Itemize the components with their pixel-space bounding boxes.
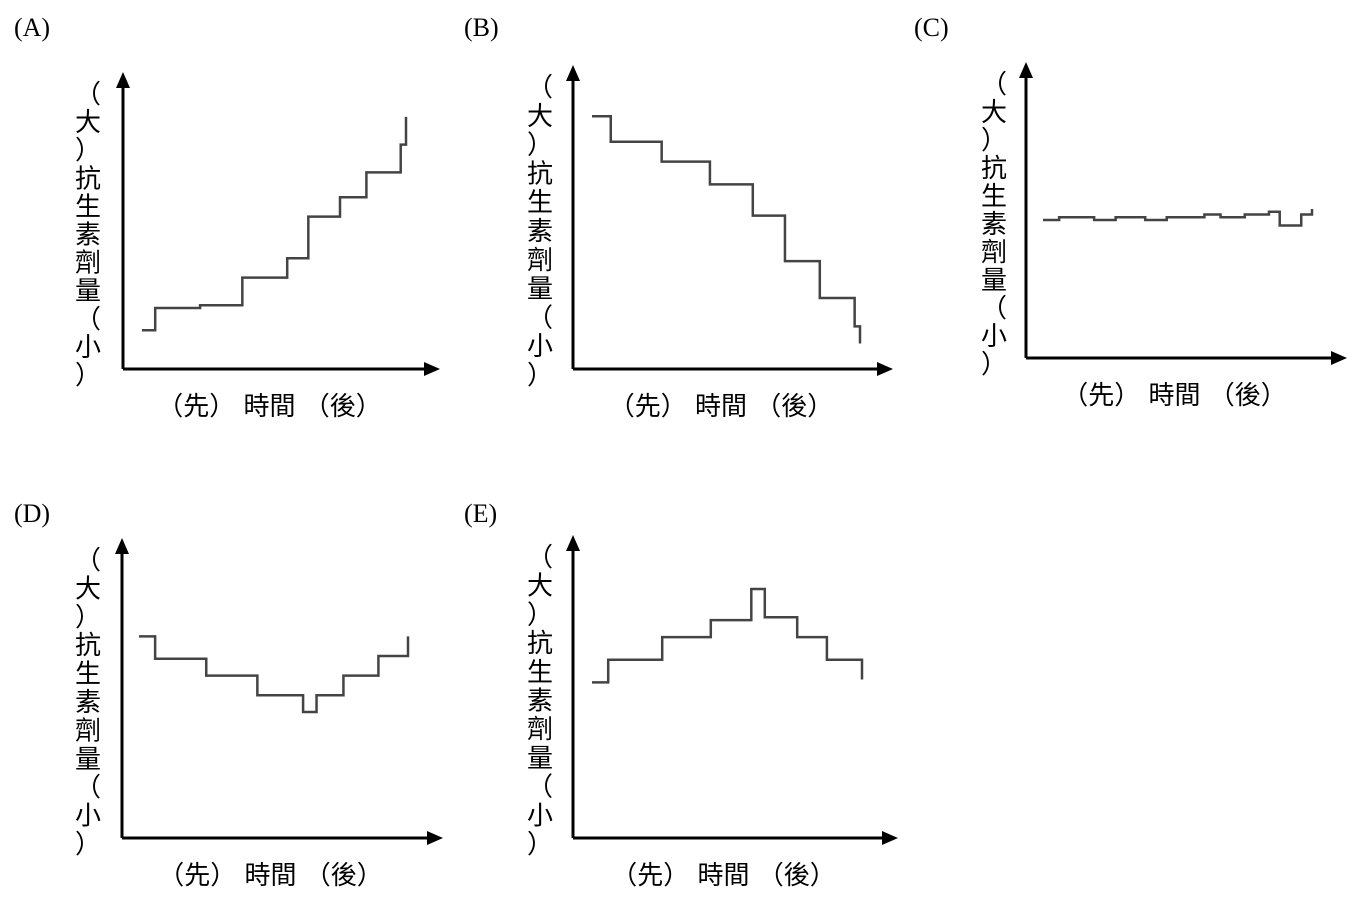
- series-line: [592, 114, 862, 344]
- y-axis-label-char: 大: [527, 572, 553, 602]
- y-axis-label-char: 素: [981, 210, 1007, 240]
- y-axis-label-char: 素: [527, 687, 553, 717]
- y-axis-label-char: （: [527, 773, 553, 803]
- y-axis-arrow-icon: [566, 535, 580, 551]
- series-line: [592, 587, 864, 684]
- y-axis-label-char: 劑: [75, 716, 101, 746]
- y-axis-label-char: 抗: [527, 629, 553, 659]
- y-axis-label-char: ）: [75, 830, 101, 860]
- y-axis-label-char: 量: [75, 745, 101, 775]
- y-axis-label-char: 劑: [527, 715, 553, 745]
- x-axis-arrow-icon: [424, 362, 440, 376]
- x-axis-arrow-icon: [1331, 351, 1347, 365]
- y-axis-label-char: 小: [75, 333, 101, 363]
- y-axis-label-char: 素: [527, 217, 553, 247]
- y-axis-label-char: ）: [75, 361, 101, 391]
- y-axis-label-char: 抗: [75, 164, 101, 194]
- y-axis-label-char: 抗: [527, 159, 553, 189]
- y-axis-label-char: ）: [527, 361, 553, 391]
- y-axis-label-char: 抗: [981, 154, 1007, 184]
- y-axis-label-char: （: [527, 303, 553, 333]
- panel-label: (B): [464, 13, 499, 42]
- series-line: [1043, 208, 1314, 227]
- y-axis-label-char: 生: [75, 660, 101, 690]
- y-axis-label-char: ）: [527, 600, 553, 630]
- y-axis-arrow-icon: [566, 65, 580, 81]
- y-axis-label-char: ）: [527, 131, 553, 161]
- y-axis-label-char: 小: [527, 332, 553, 362]
- x-axis-label: （先） 時間 （後）: [609, 392, 834, 422]
- x-axis-arrow-icon: [882, 831, 898, 845]
- y-axis-label-char: 小: [527, 801, 553, 831]
- y-axis-label-char: 生: [527, 658, 553, 688]
- panel-label: (A): [14, 13, 50, 42]
- panel-label: (D): [14, 499, 50, 528]
- x-axis-arrow-icon: [877, 362, 893, 376]
- y-axis-label-char: 量: [527, 275, 553, 305]
- y-axis-label-char: 抗: [75, 631, 101, 661]
- y-axis-label-char: （: [527, 73, 553, 103]
- y-axis-label-char: （: [75, 546, 101, 576]
- y-axis-label-char: 生: [527, 188, 553, 218]
- y-axis-label-char: 小: [981, 322, 1007, 352]
- y-axis-label-char: ）: [75, 136, 101, 166]
- y-axis-label-char: ）: [75, 603, 101, 633]
- y-axis-label-char: 量: [527, 744, 553, 774]
- y-axis-label-char: 生: [75, 192, 101, 222]
- y-axis-label-char: 大: [75, 574, 101, 604]
- y-axis-label-char: 量: [75, 277, 101, 307]
- y-axis-label-char: 大: [981, 98, 1007, 128]
- series-line: [142, 116, 408, 332]
- y-axis-arrow-icon: [1019, 62, 1033, 78]
- y-axis-label-char: ）: [981, 126, 1007, 156]
- y-axis-label-char: 生: [981, 182, 1007, 212]
- x-axis-arrow-icon: [427, 831, 443, 845]
- series-line: [139, 635, 410, 714]
- y-axis-label-char: 量: [981, 266, 1007, 296]
- y-axis-label-char: （: [75, 773, 101, 803]
- y-axis-label-char: 大: [75, 108, 101, 138]
- y-axis-label-char: 大: [527, 102, 553, 132]
- y-axis-label-char: 小: [75, 802, 101, 832]
- y-axis-label-char: （: [75, 80, 101, 110]
- y-axis-arrow-icon: [116, 72, 130, 88]
- y-axis-arrow-icon: [115, 538, 129, 554]
- y-axis-label-char: （: [527, 543, 553, 573]
- x-axis-label: （先） 時間 （後）: [157, 392, 382, 422]
- y-axis-label-char: 劑: [75, 249, 101, 279]
- x-axis-label: （先） 時間 （後）: [611, 861, 836, 891]
- panel-label: (C): [914, 13, 949, 42]
- y-axis-label-char: ）: [527, 830, 553, 860]
- y-axis-label-char: 素: [75, 688, 101, 718]
- y-axis-label-char: 劑: [981, 238, 1007, 268]
- y-axis-label-char: （: [75, 305, 101, 335]
- panel-label: (E): [464, 499, 497, 528]
- y-axis-label-char: （: [981, 70, 1007, 100]
- y-axis-label-char: 素: [75, 221, 101, 251]
- y-axis-label-char: （: [981, 294, 1007, 324]
- y-axis-label-char: ）: [981, 350, 1007, 380]
- y-axis-label-char: 劑: [527, 246, 553, 276]
- x-axis-label: （先） 時間 （後）: [158, 861, 383, 891]
- x-axis-label: （先） 時間 （後）: [1062, 381, 1287, 411]
